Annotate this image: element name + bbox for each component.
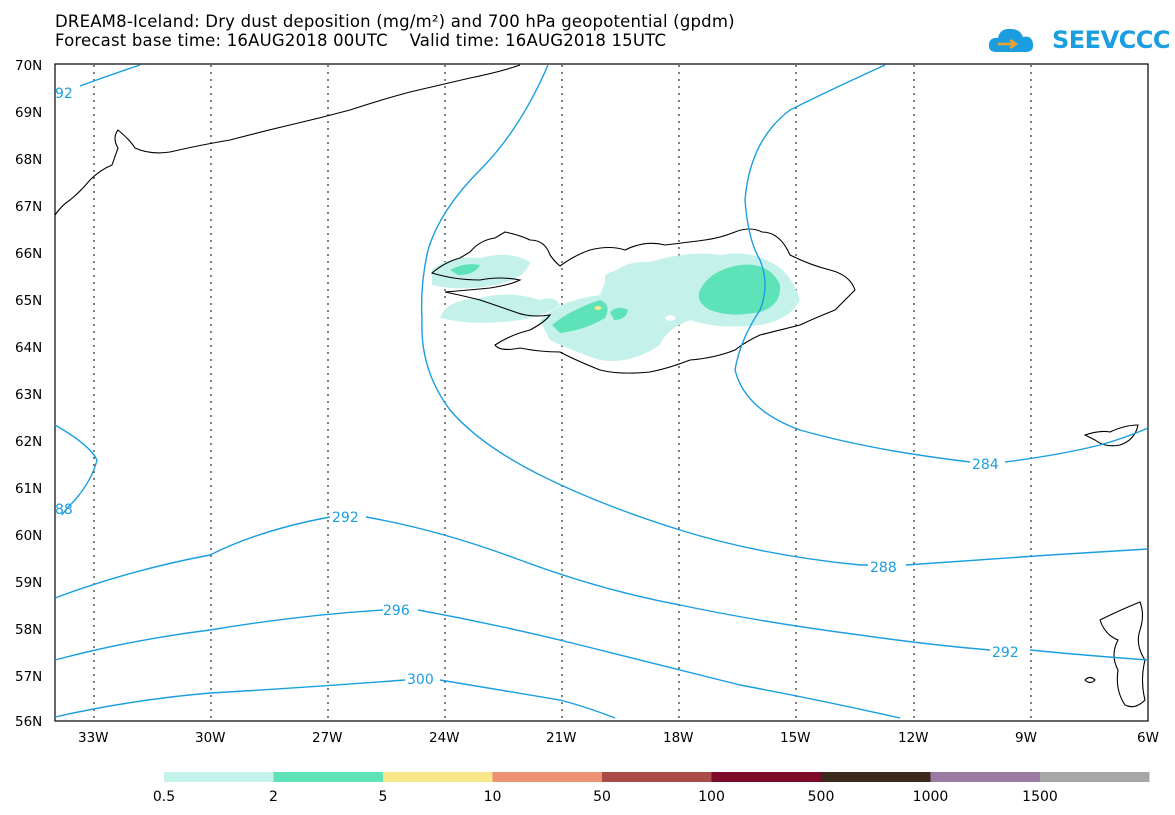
contour-label: 88 bbox=[55, 502, 73, 518]
legend-label: 2 bbox=[269, 789, 278, 805]
contour-label: 292 bbox=[332, 510, 359, 526]
legend-label: 1500 bbox=[1022, 789, 1058, 805]
lon-tick-label: 6W bbox=[1137, 730, 1159, 746]
lat-tick-label: 61N bbox=[15, 481, 42, 497]
lat-tick-label: 68N bbox=[15, 152, 42, 168]
lon-tick-label: 18W bbox=[663, 730, 694, 746]
lat-tick-label: 65N bbox=[15, 293, 42, 309]
lat-tick-label: 62N bbox=[15, 434, 42, 450]
lon-tick-label: 21W bbox=[546, 730, 577, 746]
legend-label: 10 bbox=[484, 789, 502, 805]
contour-labels: 92 88 292 296 300 284 288 292 bbox=[55, 86, 1019, 688]
legend-swatch bbox=[273, 772, 383, 782]
lat-tick-label: 70N bbox=[15, 58, 42, 74]
map-title-line2: Forecast base time: 16AUG2018 00UTC Vali… bbox=[55, 31, 667, 50]
legend-swatch bbox=[711, 772, 821, 782]
legend-label: 50 bbox=[593, 789, 611, 805]
lon-tick-label: 27W bbox=[312, 730, 343, 746]
lat-tick-label: 69N bbox=[15, 105, 42, 121]
legend-swatch bbox=[821, 772, 931, 782]
graticule bbox=[93, 65, 1032, 720]
lon-tick-label: 33W bbox=[78, 730, 109, 746]
lat-tick-label: 56N bbox=[15, 714, 42, 730]
legend-swatch bbox=[930, 772, 1040, 782]
legend-color-bar bbox=[164, 772, 1150, 782]
lat-tick-label: 66N bbox=[15, 246, 42, 262]
legend-label: 0.5 bbox=[153, 789, 175, 805]
legend-swatch bbox=[602, 772, 712, 782]
legend-labels: 0.5 2 5 10 50 100 500 1000 1500 bbox=[153, 789, 1058, 805]
legend-label: 5 bbox=[379, 789, 388, 805]
contour-label: 288 bbox=[870, 560, 897, 576]
contour-label: 92 bbox=[55, 86, 73, 102]
lon-tick-label: 30W bbox=[195, 730, 226, 746]
map-frame bbox=[54, 63, 1149, 722]
longitude-axis: 33W 30W 27W 24W 21W 18W 15W 12W 9W 6W bbox=[78, 730, 1159, 746]
lat-tick-label: 59N bbox=[15, 575, 42, 591]
lat-tick-label: 67N bbox=[15, 199, 42, 215]
lon-tick-label: 12W bbox=[898, 730, 929, 746]
legend-swatch bbox=[164, 772, 274, 782]
lat-tick-label: 63N bbox=[15, 387, 42, 403]
dust-deposition-field bbox=[432, 253, 800, 361]
lat-tick-label: 57N bbox=[15, 669, 42, 685]
contour-label: 292 bbox=[992, 645, 1019, 661]
legend-swatch bbox=[492, 772, 602, 782]
map-title-line1: DREAM8-Iceland: Dry dust deposition (mg/… bbox=[55, 12, 735, 31]
coastline bbox=[54, 64, 1146, 708]
legend-label: 100 bbox=[698, 789, 725, 805]
contour-label: 296 bbox=[383, 603, 410, 619]
lon-tick-label: 24W bbox=[429, 730, 460, 746]
legend-label: 1000 bbox=[913, 789, 949, 805]
legend-label: 500 bbox=[808, 789, 835, 805]
geopotential-contours bbox=[54, 64, 1149, 719]
latitude-axis: 70N 69N 68N 67N 66N 65N 64N 63N 62N 61N … bbox=[15, 58, 42, 730]
contour-label: 284 bbox=[972, 457, 999, 473]
lat-tick-label: 58N bbox=[15, 622, 42, 638]
brand-logo-text: SEEVCCC bbox=[1052, 26, 1171, 54]
legend-swatch bbox=[383, 772, 493, 782]
lon-tick-label: 15W bbox=[780, 730, 811, 746]
lon-tick-label: 9W bbox=[1015, 730, 1037, 746]
contour-label: 300 bbox=[407, 672, 434, 688]
lat-tick-label: 64N bbox=[15, 340, 42, 356]
legend-swatch bbox=[1040, 772, 1150, 782]
lat-tick-label: 60N bbox=[15, 528, 42, 544]
cloud-icon bbox=[988, 28, 1034, 52]
